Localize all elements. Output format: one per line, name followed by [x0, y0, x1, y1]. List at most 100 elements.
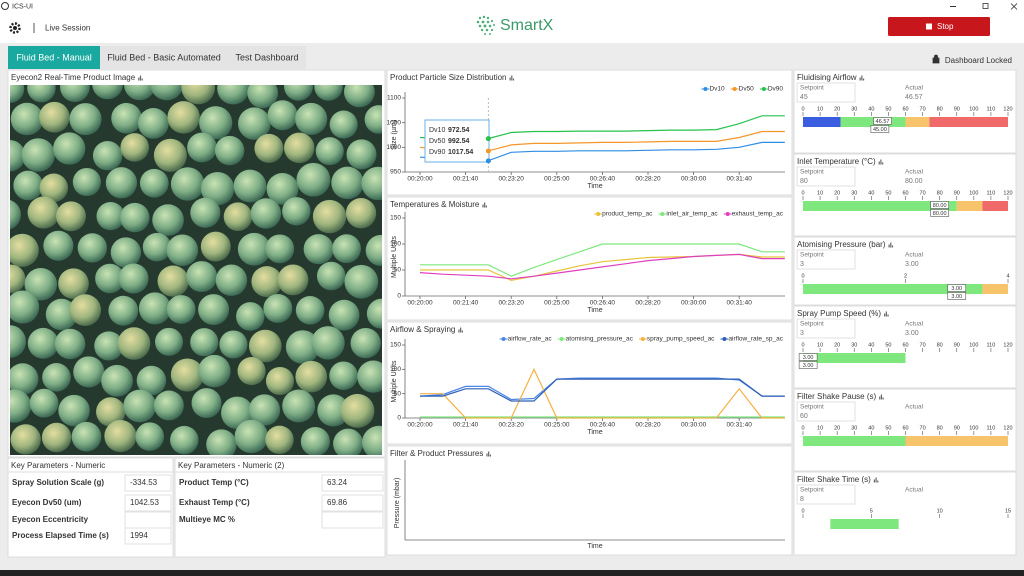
x-tick-label: 00:28:20	[635, 422, 661, 429]
bead	[118, 263, 149, 294]
y-tick-label: 50	[394, 267, 402, 274]
legend-label: spray_pump_speed_ac	[647, 336, 715, 343]
gauge-marker-label: 3.00	[951, 286, 962, 292]
tab[interactable]	[8, 46, 100, 69]
setpoint-label: Setpoint	[800, 404, 824, 411]
panel-icon-bar	[888, 244, 890, 248]
y-tick-label: 1000	[387, 144, 402, 151]
panel-icon-bar	[862, 78, 865, 81]
y-tick-label: 100	[390, 366, 401, 373]
chart-title: Product Particle Size Distribution	[390, 73, 507, 82]
panel-icon-bar	[461, 330, 463, 333]
gauge-band	[803, 436, 906, 446]
gauge-tick-label: 10	[817, 342, 823, 348]
gauge-tick-label: 0	[801, 425, 804, 431]
y-axis-label: Multiple Units	[391, 235, 398, 278]
x-tick-label: 00:30:00	[681, 300, 707, 307]
legend-label: product_temp_ac	[602, 211, 653, 218]
row-value: -334.53	[130, 478, 158, 487]
actual-label: Actual	[905, 321, 924, 328]
x-tick-label: 00:26:40	[590, 422, 616, 429]
gauge-band	[803, 201, 957, 211]
tab[interactable]	[228, 46, 306, 69]
bead	[13, 170, 43, 201]
gauge-tick-label: 70	[920, 190, 926, 196]
chart-panel	[386, 196, 793, 321]
panel-icon-bar	[882, 162, 884, 165]
tooltip	[424, 119, 490, 163]
bead	[344, 264, 379, 299]
setpoint-value: 45	[800, 94, 808, 101]
stop-button[interactable]: Stop	[888, 17, 990, 36]
bead	[10, 290, 40, 324]
bead	[248, 394, 281, 426]
gauge-tick-label: 30	[851, 190, 857, 196]
bead	[248, 329, 282, 363]
gauge-tick-label: 60	[902, 106, 908, 112]
bead	[296, 162, 331, 197]
panel-icon	[873, 477, 879, 483]
x-axis-label: Time	[587, 429, 602, 436]
row-value: 63.24	[327, 478, 348, 487]
legend-label: airflow_rate_ac	[508, 336, 553, 343]
bead	[45, 298, 78, 331]
bead	[300, 426, 330, 455]
row-value: 1994	[130, 531, 148, 540]
panel-icon	[878, 159, 884, 165]
gauge-tick-label: 110	[987, 342, 996, 348]
x-tick-label: 00:30:00	[681, 176, 707, 183]
bead	[199, 106, 233, 140]
lock-icon	[932, 54, 940, 64]
gauge-marker-label: 3.00	[951, 294, 962, 300]
gauge-tick-label: 50	[885, 425, 891, 431]
panel-icon-bar	[859, 77, 861, 81]
bead	[154, 327, 183, 356]
actual-label: Actual	[905, 487, 924, 494]
gauge-tick-label: 4	[1006, 273, 1009, 279]
tab-label[interactable]: Fluid Bed - Manual	[16, 52, 92, 62]
x-tick-label: 00:30:00	[681, 422, 707, 429]
settings-icon[interactable]	[9, 22, 21, 34]
tooltip-value: 972.54	[448, 127, 470, 134]
gauge-tick-label: 0	[801, 190, 804, 196]
stop-label[interactable]: Stop	[937, 22, 954, 31]
bead	[21, 138, 55, 172]
value-cell	[124, 511, 172, 529]
maximize[interactable]	[982, 3, 989, 9]
bead	[39, 173, 69, 203]
value-cell	[124, 474, 172, 492]
bead	[329, 361, 358, 391]
gauge-tick-label: 90	[954, 342, 960, 348]
panel-icon-bar	[891, 245, 894, 248]
gauge-panel	[793, 471, 1017, 556]
gauge-tick-label: 80	[937, 190, 943, 196]
panel-icon	[859, 75, 865, 81]
gauge-tick-label: 20	[834, 425, 840, 431]
tab[interactable]	[100, 46, 228, 69]
row-label: Product Temp (°C)	[179, 478, 249, 487]
bead	[29, 388, 59, 418]
setpoint-label: Setpoint	[800, 321, 824, 328]
bead	[94, 331, 124, 361]
x-tick-label: 00:20:00	[407, 176, 433, 183]
bead	[191, 388, 222, 418]
logo: SmartX	[500, 17, 554, 34]
bead	[167, 101, 200, 134]
panel-icon-bar	[890, 242, 892, 248]
tab-label[interactable]: Test Dashboard	[235, 52, 298, 62]
bead	[138, 292, 172, 325]
bead	[42, 363, 71, 392]
x-tick-label: 00:21:40	[453, 422, 479, 429]
legend-label: Dv10	[709, 86, 725, 93]
header	[0, 13, 1024, 43]
x-tick-label: 00:21:40	[453, 176, 479, 183]
bead	[333, 428, 364, 455]
bead	[217, 85, 250, 105]
tab-label[interactable]: Fluid Bed - Basic Automated	[107, 52, 221, 62]
close[interactable]	[1010, 3, 1018, 10]
bead	[153, 138, 187, 172]
bead	[24, 267, 58, 301]
bead	[295, 360, 328, 393]
value-cell	[321, 494, 384, 512]
